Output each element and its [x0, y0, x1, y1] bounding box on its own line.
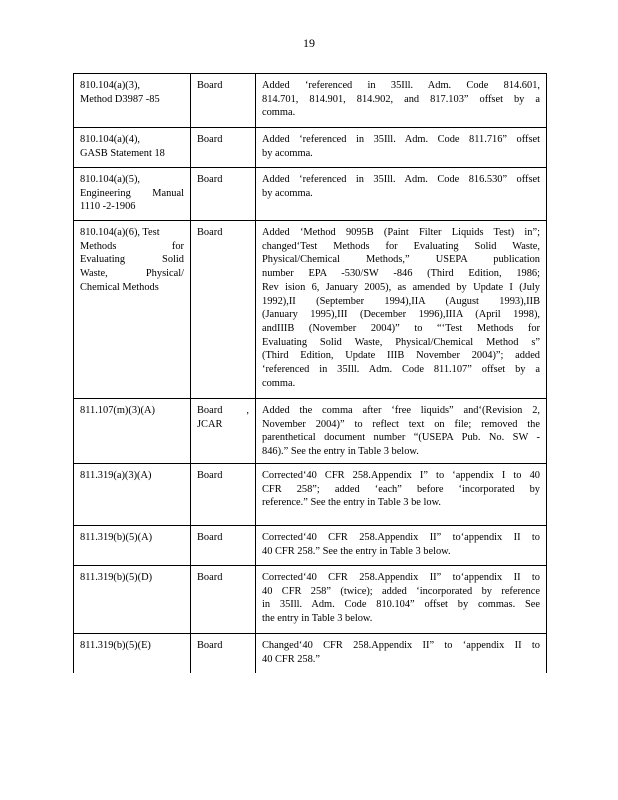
- text-line: Evaluating Solid: [80, 254, 184, 266]
- text-line: (Third Edition, Update IIIB November 200…: [262, 350, 540, 362]
- table-row: 810.104(a)(3), Method D3987 -85 Board Added…: [73, 73, 547, 128]
- text-line: comma.: [262, 377, 296, 389]
- amendments-table: 810.104(a)(3), Method D3987 -85 Board Added…: [73, 73, 547, 674]
- text-line: Added ‘Method 9095B (Paint Filter Liquid…: [262, 227, 540, 238]
- text-line: Added ‘referenced in 35Ill. Adm. Code 81…: [262, 174, 540, 185]
- section-cell: 811.319(a)(3)(A): [73, 462, 191, 526]
- text-line: Board: [197, 469, 223, 481]
- table-row: 810.104(a)(4), GASB Statement 18 Board Adde…: [73, 127, 547, 168]
- text-line: Evaluating Solid Waste, Physical/Chemica…: [262, 336, 540, 348]
- text-line: changed‘Test Methods for Evaluating Soli…: [262, 240, 540, 252]
- source-cell: Board: [190, 524, 256, 566]
- table-row: 810.104(a)(6), Test Methods for Evaluating…: [73, 220, 547, 399]
- text-line: Board: [197, 80, 223, 91]
- source-cell: Board: [190, 632, 256, 674]
- table-row: 810.104(a)(5), Engineering Manual 1110 -2-…: [73, 167, 547, 221]
- table-row: 811.107(m)(3)(A) Board , JCAR Added the com…: [73, 398, 547, 464]
- text-line: 811.319(b)(5)(A): [80, 531, 153, 543]
- text-line: andIIIB (November 2004)” to “‘Test Metho…: [262, 322, 540, 334]
- text-line: reference.” See the entry in Table 3 be …: [262, 497, 442, 509]
- text-line: number EPA -530/SW -846 (Third Edition, …: [262, 268, 540, 280]
- table-row: 811.319(b)(5)(D) Board Corrected‘40 CFR 25…: [73, 564, 547, 634]
- change-description-cell: Added ‘referenced in 35Ill. Adm. Code 81…: [255, 73, 547, 128]
- text-line: Physical/Chemical Methods,” USEPA public…: [262, 254, 540, 266]
- text-line: Added ‘referenced in 35Ill. Adm. Code 81…: [262, 134, 540, 145]
- text-line: 846).” See the entry in Table 3 below.: [262, 446, 419, 458]
- text-line: 811.319(b)(5)(D): [80, 571, 153, 583]
- section-cell: 810.104(a)(5), Engineering Manual 1110 -2-…: [73, 167, 191, 221]
- text-line: Chemical Methods: [80, 281, 159, 293]
- text-line: Corrected‘40 CFR 258.Appendix I” to ‘app…: [262, 469, 540, 481]
- text-line: JCAR: [197, 418, 223, 430]
- source-cell: Board: [190, 462, 256, 526]
- text-line: in 35Ill. Adm. Code 810.104” offset by c…: [262, 599, 540, 611]
- text-line: 810.104(a)(5),: [80, 174, 141, 185]
- table-row: 811.319(b)(5)(A) Board Corrected‘40 CFR 25…: [73, 524, 547, 566]
- change-description-cell: Added ‘referenced in 35Ill. Adm. Code 81…: [255, 127, 547, 168]
- text-line: 1992),II (September 1994),IIA (August 19…: [262, 295, 540, 307]
- text-line: 810.104(a)(6), Test: [80, 227, 160, 238]
- text-line: Corrected‘40 CFR 258.Appendix II” to‘app…: [262, 571, 540, 583]
- text-line: Board: [197, 639, 223, 651]
- section-cell: 810.104(a)(6), Test Methods for Evaluating…: [73, 220, 191, 399]
- text-line: (January 1995),III (December 1996),IIIA …: [262, 309, 540, 321]
- text-line: CFR 258”; added ‘each” before ‘incorpora…: [262, 483, 540, 495]
- source-cell: Board: [190, 564, 256, 634]
- text-line: Engineering Manual: [80, 187, 184, 199]
- text-line: Changed‘40 CFR 258.Appendix II” to ‘appe…: [262, 639, 540, 651]
- text-line: Added the comma after ‘free liquids” and…: [262, 405, 540, 416]
- text-line: 814.701, 814.901, 814.902, and 817.103” …: [262, 93, 540, 105]
- change-description-cell: Added ‘Method 9095B (Paint Filter Liquid…: [255, 220, 547, 399]
- text-line: the entry in Table 3 below.: [262, 612, 373, 624]
- text-line: 810.104(a)(3),: [80, 80, 141, 91]
- section-cell: 811.319(b)(5)(A): [73, 524, 191, 566]
- section-cell: 810.104(a)(3), Method D3987 -85: [73, 73, 191, 128]
- page-number: 19: [303, 36, 315, 50]
- text-line: Board: [197, 531, 223, 543]
- change-description-cell: Corrected‘40 CFR 258.Appendix I” to ‘app…: [255, 462, 547, 526]
- table-row: 811.319(b)(5)(E) Board Changed‘40 CFR 258.…: [73, 632, 547, 674]
- section-cell: 811.319(b)(5)(D): [73, 564, 191, 634]
- text-line: by acomma.: [262, 147, 313, 159]
- text-line: Waste, Physical/: [80, 268, 184, 280]
- section-cell: 810.104(a)(4), GASB Statement 18: [73, 127, 191, 168]
- change-description-cell: Changed‘40 CFR 258.Appendix II” to ‘appe…: [255, 632, 547, 674]
- text-line: 811.319(b)(5)(E): [80, 639, 151, 651]
- text-line: Board: [197, 134, 223, 145]
- text-line: 40 CFR 258” (twice); added ‘incorporated…: [262, 585, 540, 597]
- change-description-cell: Added the comma after ‘free liquids” and…: [255, 398, 547, 464]
- text-line: November 2004)” to reflect text on file;…: [262, 418, 540, 430]
- section-cell: 811.319(b)(5)(E): [73, 632, 191, 674]
- source-cell: Board: [190, 127, 256, 168]
- text-line: 811.107(m)(3)(A): [80, 405, 155, 416]
- text-line: comma.: [262, 107, 296, 119]
- text-line: Method D3987 -85: [80, 93, 160, 105]
- text-line: Board: [197, 227, 223, 238]
- text-line: Rev ision 6, January 2005), as amended b…: [262, 281, 540, 293]
- change-description-cell: Corrected‘40 CFR 258.Appendix II” to‘app…: [255, 524, 547, 566]
- text-line: Methods for: [80, 240, 184, 252]
- change-description-cell: Added ‘referenced in 35Ill. Adm. Code 81…: [255, 167, 547, 221]
- section-cell: 811.107(m)(3)(A): [73, 398, 191, 464]
- source-cell: Board , JCAR: [190, 398, 256, 464]
- text-line: 1110 -2-1906: [80, 201, 136, 213]
- text-line: 40 CFR 258.”: [262, 653, 321, 665]
- text-line: Corrected‘40 CFR 258.Appendix II” to‘app…: [262, 531, 540, 543]
- text-line: GASB Statement 18: [80, 147, 165, 159]
- text-line: Board: [197, 571, 223, 583]
- text-line: 810.104(a)(4),: [80, 134, 141, 145]
- text-line: Board ,: [197, 405, 249, 416]
- text-line: Board: [197, 174, 223, 185]
- text-line: 40 CFR 258.” See the entry in Table 3 be…: [262, 545, 451, 557]
- text-line: by acomma.: [262, 187, 313, 199]
- text-line: parenthetical document number “(USEPA Pu…: [262, 432, 540, 444]
- source-cell: Board: [190, 167, 256, 221]
- text-line: Added ‘referenced in 35Ill. Adm. Code 81…: [262, 80, 540, 91]
- source-cell: Board: [190, 73, 256, 128]
- change-description-cell: Corrected‘40 CFR 258.Appendix II” to‘app…: [255, 564, 547, 634]
- source-cell: Board: [190, 220, 256, 399]
- text-line: 811.319(a)(3)(A): [80, 469, 152, 481]
- table-row: 811.319(a)(3)(A) Board Corrected‘40 CFR 25…: [73, 462, 547, 526]
- text-line: ‘referenced in 35Ill. Adm. Code 811.107”…: [262, 364, 540, 376]
